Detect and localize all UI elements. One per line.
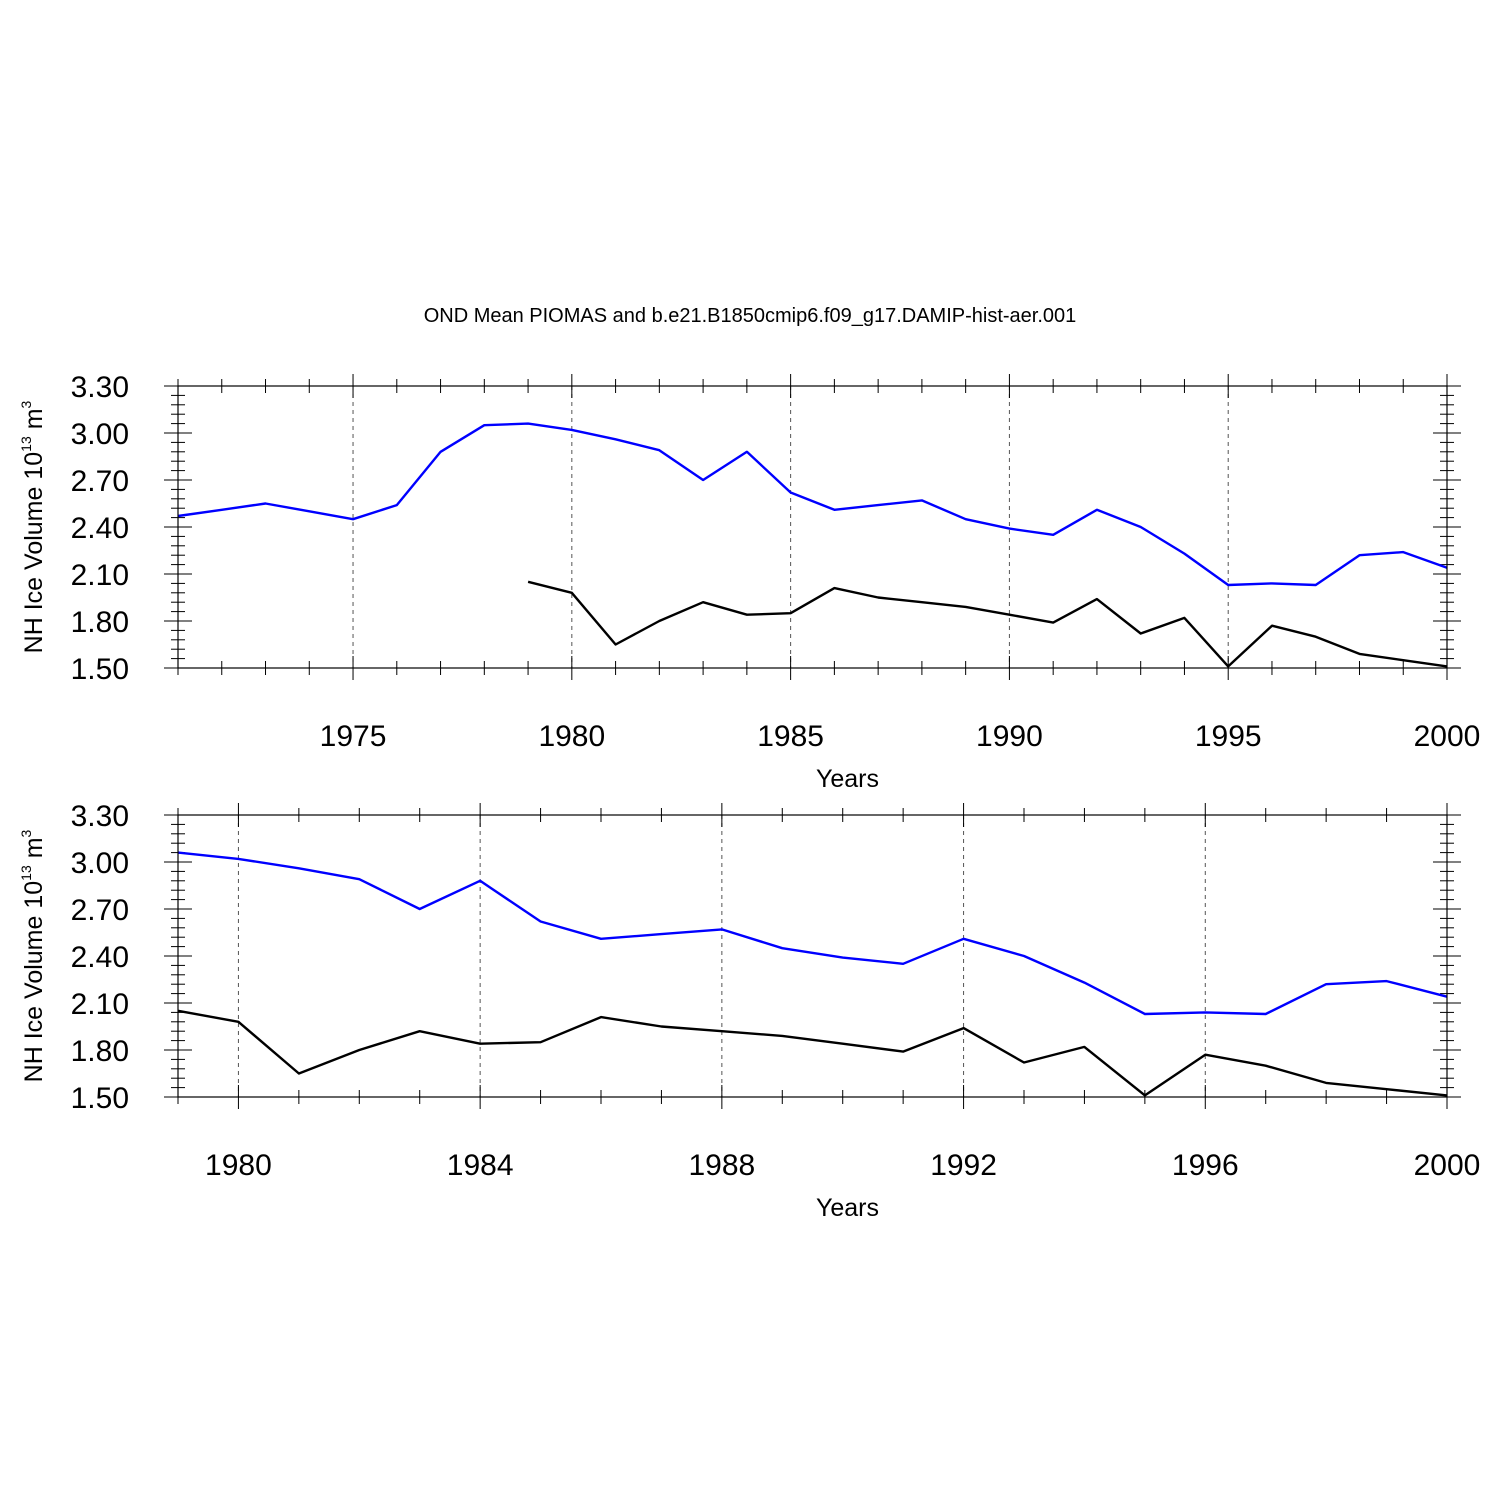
x-tick-label: 2000 (1414, 1149, 1481, 1182)
x-tick-label: 1995 (1195, 720, 1262, 753)
x-axis-title: Years (816, 1194, 879, 1222)
y-tick-label: 2.40 (71, 512, 129, 545)
x-tick-label: 1980 (205, 1149, 272, 1182)
y-tick-label: 2.70 (71, 894, 129, 927)
y-tick-label: 2.10 (71, 988, 129, 1021)
chart-title: OND Mean PIOMAS and b.e21.B1850cmip6.f09… (424, 305, 1077, 327)
y-tick-label: 3.00 (71, 847, 129, 880)
x-tick-label: 1980 (538, 720, 605, 753)
series-line-model (177, 1009, 1448, 1097)
x-tick-label: 1996 (1172, 1149, 1239, 1182)
y-tick-label: 1.50 (71, 653, 129, 686)
plot-frame (177, 814, 1448, 1098)
y-tick-label: 2.10 (71, 559, 129, 592)
top-panel: 1.50 1.80 2.10 2.40 2.70 3.00 3.30 1975 1980 1985… (18, 371, 1480, 793)
y-tick-label: 2.70 (71, 465, 129, 498)
y-tick-label: 3.00 (71, 418, 129, 451)
x-tick-label: 1984 (447, 1149, 514, 1182)
y-tick-label: 3.30 (71, 800, 129, 833)
series-line-piomas (177, 422, 1448, 587)
x-tick-label: 1990 (976, 720, 1043, 753)
plot-frame (177, 385, 1448, 669)
x-tick-label: 1992 (930, 1149, 997, 1182)
x-tick-label: 2000 (1414, 720, 1481, 753)
y-axis-title: NH Ice Volume 1013 m3 (18, 400, 48, 653)
y-tick-label: 2.40 (71, 941, 129, 974)
x-tick-label: 1985 (757, 720, 824, 753)
y-tick-label: 1.80 (71, 606, 129, 639)
x-tick-label: 1975 (320, 720, 387, 753)
bottom-panel: 1.50 1.80 2.10 2.40 2.70 3.00 3.30 1980 1984 1988… (18, 800, 1480, 1222)
x-tick-label: 1988 (688, 1149, 755, 1182)
series-line-model (527, 580, 1448, 668)
y-tick-label: 1.80 (71, 1035, 129, 1068)
x-axis-title: Years (816, 765, 879, 793)
y-tick-label: 3.30 (71, 371, 129, 404)
y-axis-title: NH Ice Volume 1013 m3 (18, 829, 48, 1082)
y-tick-label: 1.50 (71, 1082, 129, 1115)
series-line-piomas (177, 851, 1448, 1016)
